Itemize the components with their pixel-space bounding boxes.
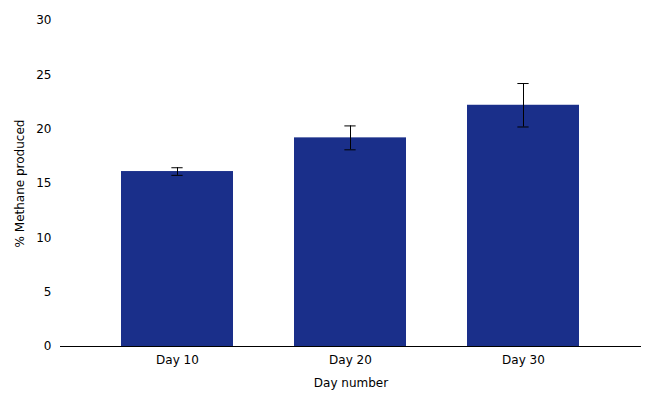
svg-text:10: 10 <box>36 231 51 245</box>
svg-text:% Methane produced: % Methane produced <box>13 120 27 248</box>
svg-text:Day 20: Day 20 <box>329 353 372 367</box>
svg-text:25: 25 <box>36 68 51 82</box>
svg-text:Day number: Day number <box>314 376 388 390</box>
svg-text:15: 15 <box>36 176 51 190</box>
svg-text:Day 10: Day 10 <box>156 353 199 367</box>
svg-text:0: 0 <box>44 339 52 353</box>
svg-text:30: 30 <box>36 13 51 27</box>
svg-text:Day 30: Day 30 <box>502 353 545 367</box>
svg-text:5: 5 <box>44 285 52 299</box>
svg-text:20: 20 <box>36 122 51 136</box>
